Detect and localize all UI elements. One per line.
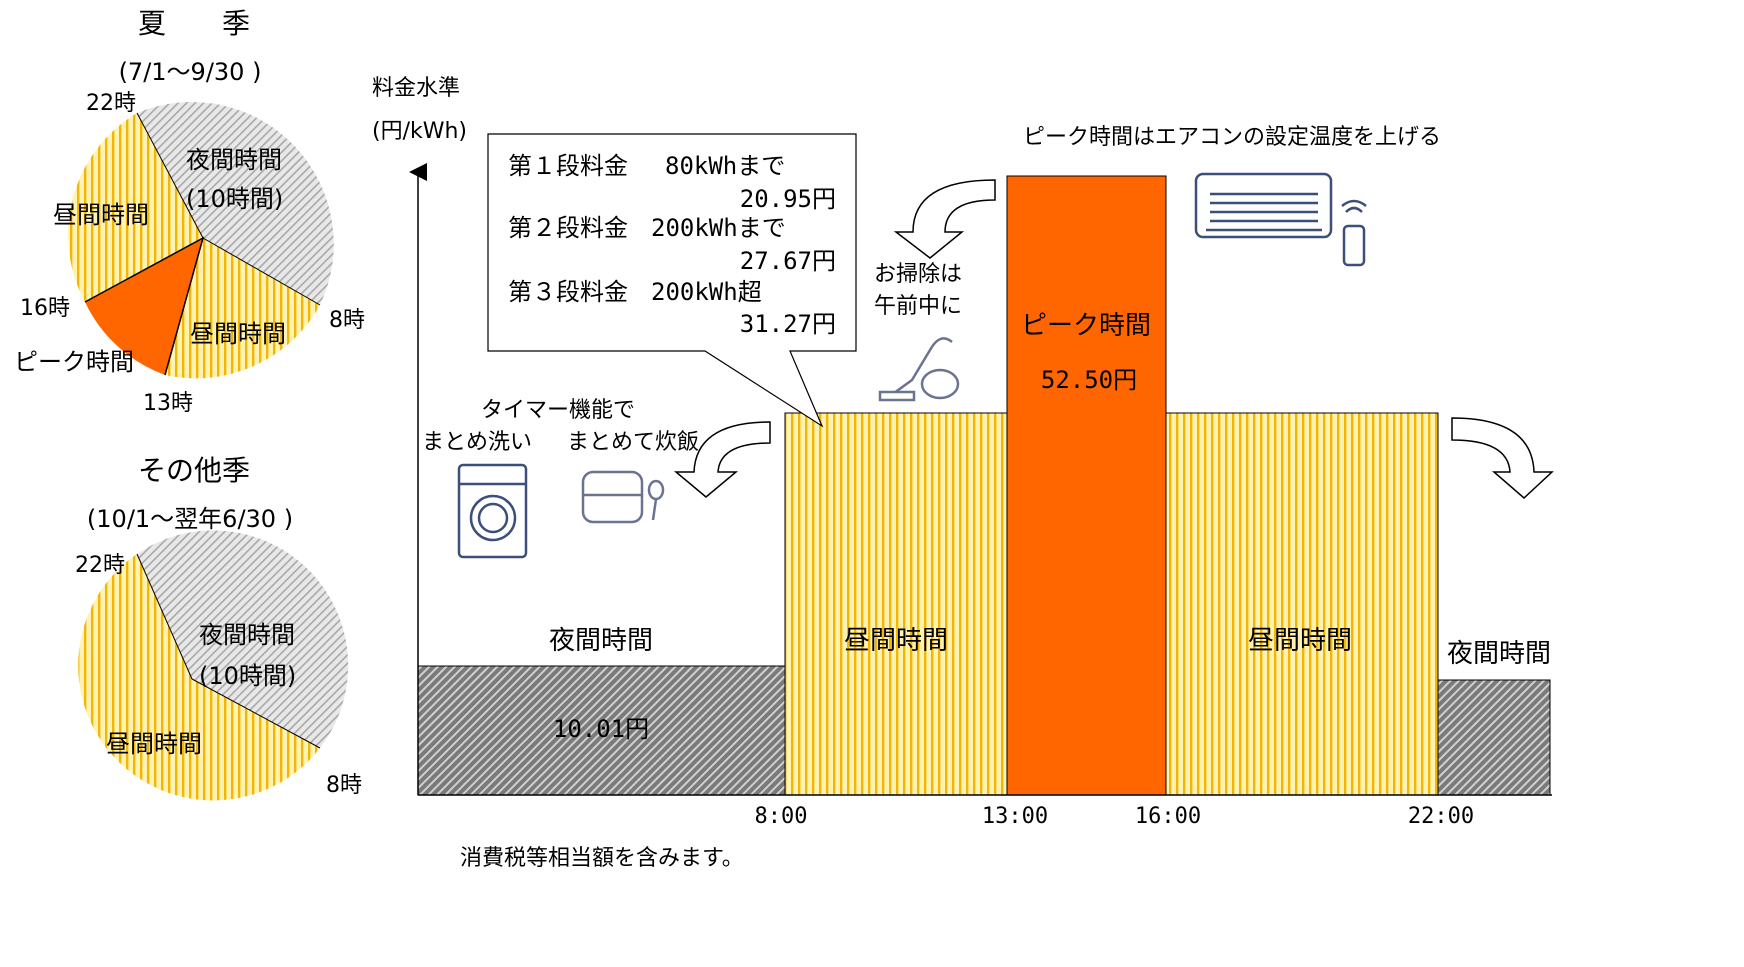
tier1-price: 20.95円 — [739, 185, 836, 213]
summer-slice-day-evening — [68, 113, 203, 302]
bar-night-right-label: 夜間時間 — [1447, 639, 1552, 669]
tip-cleaning-line2: 午前中に — [874, 294, 963, 319]
summer-label-13h: 13時 — [143, 391, 193, 416]
other-label-22h: 22時 — [75, 553, 125, 578]
bar-day-right-label: 昼間時間 — [1247, 626, 1353, 656]
summer-label-night-hours: (10時間) — [186, 185, 284, 213]
tip-laundry: まとめ洗い — [422, 430, 533, 455]
other-label-night: 夜間時間 — [199, 621, 295, 649]
bar-night-left — [417, 665, 786, 796]
tier3-name: 第３段料金 — [508, 278, 628, 306]
tip-timer: タイマー機能で — [481, 398, 636, 423]
summer-label-peak: ピーク時間 — [14, 348, 134, 376]
tip-aircon: ピーク時間はエアコンの設定温度を上げる — [1023, 125, 1442, 150]
xtick-22: 22:00 — [1407, 804, 1475, 829]
tier2-price: 27.67円 — [739, 247, 836, 275]
washing-machine-icon — [457, 463, 528, 559]
xtick-16: 16:00 — [1134, 804, 1202, 829]
summer-slice-day-morning — [165, 238, 320, 379]
other-pie-chart — [78, 530, 349, 801]
air-conditioner-icon — [1194, 172, 1367, 267]
price-bar-chart — [409, 163, 1552, 796]
summer-title: 夏 季 — [137, 7, 251, 40]
tier1-name: 第１段料金 — [508, 152, 628, 180]
y-axis-label: 料金水準 — [372, 76, 461, 101]
bar-night-left-label: 夜間時間 — [548, 626, 654, 656]
summer-label-16h: 16時 — [20, 296, 70, 321]
summer-label-day-evening: 昼間時間 — [53, 201, 149, 229]
tier3-price: 31.27円 — [739, 310, 836, 338]
tier1-limit: 80kWhまで — [665, 152, 786, 180]
bar-peak-label: ピーク時間 — [1020, 311, 1152, 341]
summer-label-day-morning: 昼間時間 — [190, 320, 286, 348]
tier-price-callout — [487, 133, 857, 428]
tip-cleaning-line1: お掃除は — [874, 262, 963, 287]
other-period: (10/1～翌年6/30 ) — [86, 505, 294, 533]
other-label-night-hours: (10時間) — [199, 662, 297, 690]
xtick-8: 8:00 — [754, 804, 808, 829]
bar-night-right — [1437, 679, 1551, 796]
tier2-name: 第２段料金 — [508, 214, 628, 242]
other-title: その他季 — [137, 454, 251, 487]
xtick-13: 13:00 — [981, 804, 1049, 829]
tip-rice: まとめて炊飯 — [567, 430, 700, 455]
summer-slice-peak — [85, 238, 203, 375]
bar-day-right — [1165, 412, 1439, 796]
bar-night-left-price: 10.01円 — [552, 715, 650, 743]
bar-peak — [1006, 175, 1167, 796]
summer-label-night: 夜間時間 — [186, 146, 282, 174]
other-slice-night — [137, 530, 349, 748]
shift-arrow-icon — [1451, 417, 1554, 500]
other-label-day: 昼間時間 — [106, 730, 202, 758]
summer-slice-night — [137, 102, 334, 305]
shift-arrow-icon — [673, 421, 771, 498]
other-label-8h: 8時 — [326, 773, 362, 798]
tier2-limit: 200kWhまで — [651, 214, 786, 242]
vacuum-cleaner-icon — [878, 337, 960, 402]
footnote: 消費税等相当額を含みます。 — [460, 846, 744, 871]
bar-day-left-label: 昼間時間 — [843, 626, 949, 656]
summer-pie-chart — [68, 102, 334, 379]
bar-day-left — [784, 412, 1008, 796]
y-axis-unit: (円/kWh) — [372, 119, 468, 144]
other-slice-day — [78, 554, 320, 801]
bar-peak-price: 52.50円 — [1040, 366, 1138, 394]
summer-label-22h: 22時 — [86, 91, 136, 116]
summer-label-8h: 8時 — [329, 308, 365, 333]
summer-period: (7/1～9/30 ) — [118, 58, 262, 86]
tier3-limit: 200kWh超 — [651, 278, 762, 306]
rice-cooker-icon — [581, 470, 665, 524]
shift-arrow-icon — [893, 179, 996, 259]
